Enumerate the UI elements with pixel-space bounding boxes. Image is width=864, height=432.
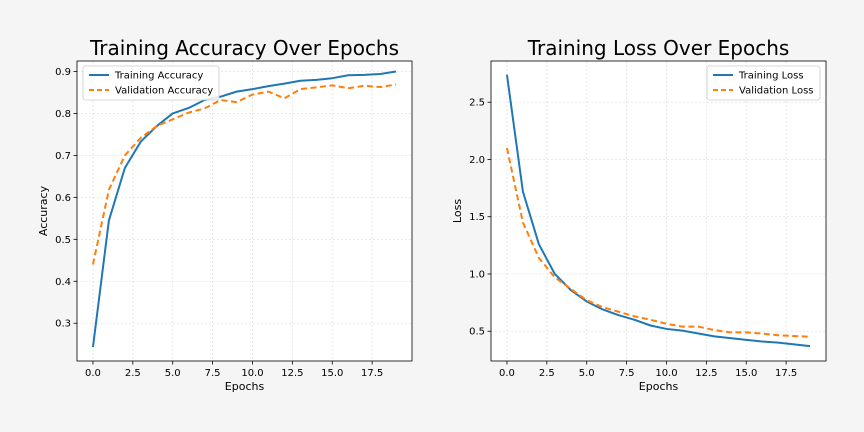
legend-label: Training Accuracy [114, 71, 203, 82]
x-tick-label: 15.0 [735, 368, 757, 379]
legend: Training Loss Validation Loss [706, 65, 821, 101]
y-axis-label: Accuracy [37, 185, 50, 236]
y-tick-label: 0.4 [55, 277, 71, 288]
series-line-validation [91, 83, 397, 265]
legend-box [82, 65, 220, 101]
x-tick-label: 17.5 [361, 368, 383, 379]
x-tick-label: 0.0 [85, 368, 101, 379]
x-tick-label: 0.0 [499, 368, 515, 379]
legend-box [706, 65, 821, 101]
x-tick-label: 5.0 [579, 368, 595, 379]
legend-label: Training Loss [738, 71, 804, 82]
series-line-training [91, 70, 397, 348]
chart-panel-2: 0.0 2.5 5.0 7.5 10.0 12.5 15.0 17.5 0.5 1.0 1.5 2.0… [451, 36, 827, 393]
x-axis-label: Epochs [639, 380, 679, 393]
x-tick-label: 15.0 [321, 368, 343, 379]
y-tick-label: 2.0 [469, 155, 485, 166]
y-tick-label: 0.5 [55, 235, 71, 246]
x-axis-label: Epochs [225, 380, 265, 393]
axes-frame [490, 60, 827, 362]
legend: Training Accuracy Validation Accuracy [82, 65, 220, 101]
y-tick-label: 0.5 [469, 327, 485, 338]
legend-label: Validation Accuracy [115, 86, 213, 97]
y-axis-label: Loss [451, 199, 464, 223]
axes-frame [76, 60, 413, 362]
x-tick-label: 10.0 [241, 368, 263, 379]
y-tick-label: 0.9 [55, 67, 71, 78]
x-tick-label: 7.5 [205, 368, 221, 379]
y-tick-label: 0.7 [55, 151, 71, 162]
y-tick-label: 0.6 [55, 193, 71, 204]
x-tick-label: 5.0 [165, 368, 181, 379]
x-tick-label: 12.5 [281, 368, 303, 379]
y-tick-label: 1.0 [469, 269, 485, 280]
chart-title: Training Loss Over Epochs [527, 36, 790, 60]
x-tick-label: 2.5 [539, 368, 555, 379]
x-tick-label: 12.5 [695, 368, 717, 379]
y-tick-label: 0.3 [55, 319, 71, 330]
y-tick-label: 0.8 [55, 109, 71, 120]
x-tick-label: 7.5 [619, 368, 635, 379]
plot-area [77, 61, 412, 361]
chart-title: Training Accuracy Over Epochs [89, 36, 399, 60]
series-line-validation [505, 147, 811, 338]
legend-label: Validation Loss [739, 86, 814, 97]
x-tick-label: 2.5 [125, 368, 141, 379]
x-tick-label: 17.5 [775, 368, 797, 379]
chart-panel-1: 0.0 2.5 5.0 7.5 10.0 12.5 15.0 17.5 0.3 0.4 0.5 0.6… [37, 36, 413, 393]
y-tick-label: 1.5 [469, 212, 485, 223]
x-tick-label: 10.0 [655, 368, 677, 379]
plot-area [491, 61, 826, 361]
series-line-training [505, 74, 811, 348]
y-tick-label: 2.5 [469, 98, 485, 109]
